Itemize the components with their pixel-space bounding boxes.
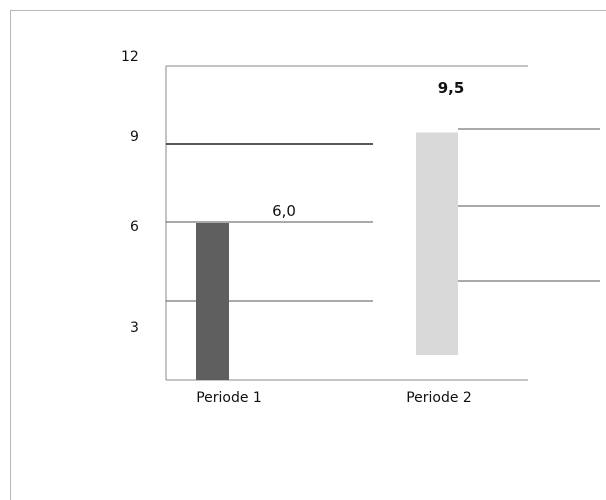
x-tick-label: Periode 1 (196, 390, 262, 406)
data-label: 9,5 (438, 79, 465, 97)
bar-periode-1 (196, 223, 229, 380)
chart-frame (10, 10, 606, 500)
bar-chart: 3 6 9 12 Periode 1 Periode 2 6,0 9,5 (121, 49, 600, 406)
data-label: 6,0 (272, 202, 296, 220)
y-tick-label: 9 (130, 129, 139, 145)
x-tick-label: Periode 2 (406, 390, 472, 406)
y-tick-label: 3 (130, 320, 139, 336)
bar-periode-2 (416, 132, 458, 355)
y-tick-label: 6 (130, 219, 139, 235)
y-tick-label: 12 (121, 49, 139, 65)
